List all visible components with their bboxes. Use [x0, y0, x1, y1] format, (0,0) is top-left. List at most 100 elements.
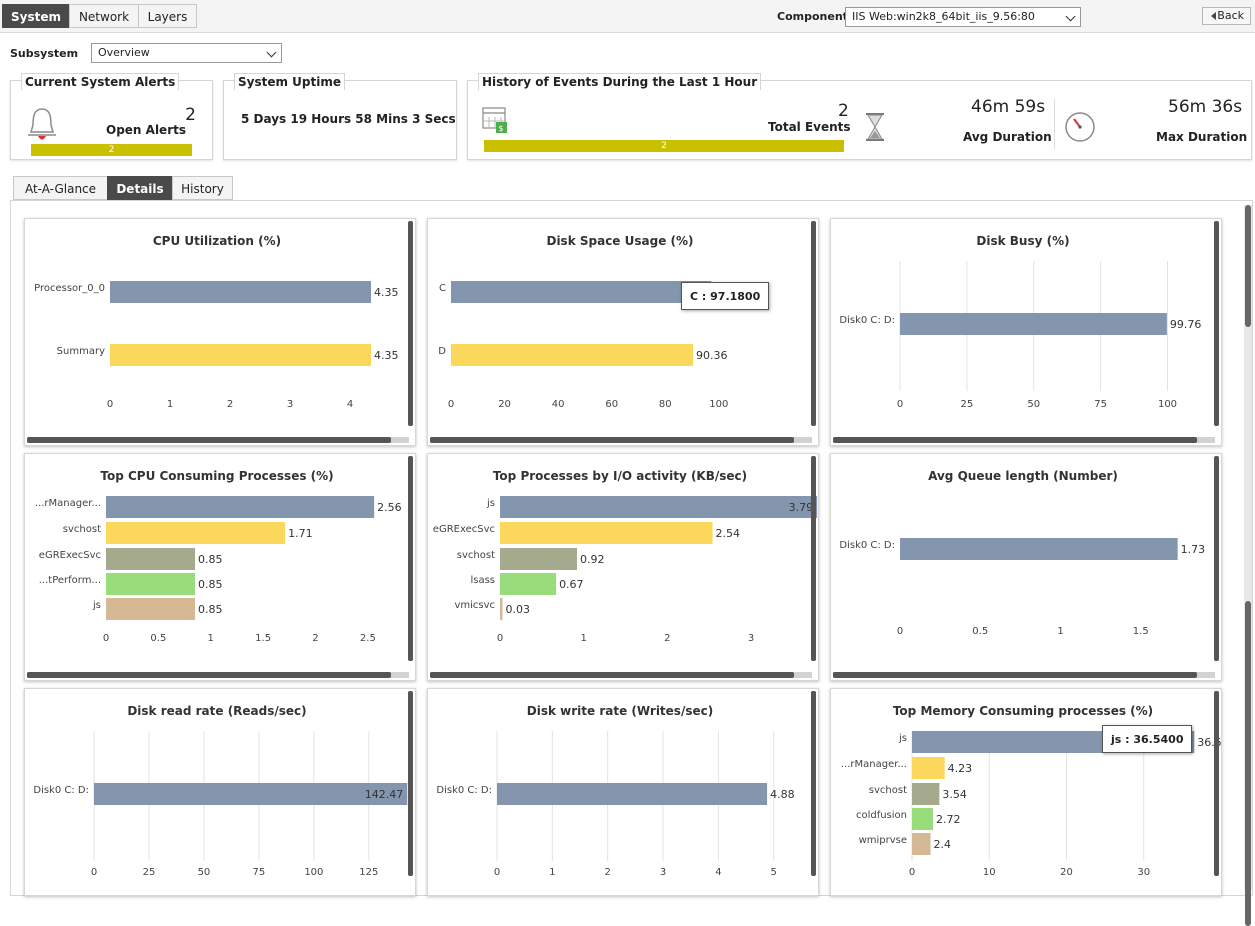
- bar[interactable]: [912, 757, 945, 779]
- scroll-thumb[interactable]: [430, 437, 794, 443]
- bar[interactable]: [106, 522, 286, 544]
- panel-vertical-scrollbar[interactable]: [1214, 221, 1219, 426]
- bar[interactable]: [500, 598, 503, 620]
- tick-label: 40: [552, 399, 565, 410]
- tab-system[interactable]: System: [2, 4, 70, 28]
- panel-horizontal-scrollbar[interactable]: [27, 437, 409, 443]
- panel-horizontal-scrollbar[interactable]: [430, 672, 812, 678]
- tick-label: 50: [198, 867, 211, 878]
- tab-network[interactable]: Network: [69, 4, 139, 28]
- scroll-thumb[interactable]: [27, 437, 391, 443]
- chart-title: Disk read rate (Reads/sec): [127, 704, 306, 718]
- panel-horizontal-scrollbar[interactable]: [430, 437, 812, 443]
- tick-label: 0: [497, 633, 503, 644]
- category-label: js: [898, 733, 907, 744]
- events-progress-bar: 2: [484, 140, 844, 152]
- tab-details[interactable]: Details: [107, 176, 173, 200]
- data-label: 2.56: [377, 501, 402, 514]
- tick-label: 10: [983, 867, 996, 878]
- bar[interactable]: [106, 548, 196, 570]
- panel-vertical-scrollbar[interactable]: [408, 691, 413, 876]
- panel-horizontal-scrollbar[interactable]: [833, 672, 1215, 678]
- bar[interactable]: [500, 548, 577, 570]
- uptime-title: System Uptime: [234, 73, 345, 90]
- scroll-thumb[interactable]: [27, 672, 391, 678]
- chart-svg: Disk Space Usage (%)020406080100C97.18D9…: [438, 234, 745, 410]
- bar[interactable]: [500, 522, 713, 544]
- panel-vertical-scrollbar[interactable]: [811, 221, 816, 426]
- chart-svg: Disk Busy (%) 0 25 50 75 100 Disk0 C: D: 99.76: [839, 234, 1201, 410]
- panel-horizontal-scrollbar[interactable]: [27, 672, 409, 678]
- chart-panel-disk-space: Disk Space Usage (%)020406080100C97.18D9…: [427, 218, 819, 446]
- component-select[interactable]: IIS Web:win2k8_64bit_iis_9.56:80: [845, 7, 1081, 27]
- tick-label: 0: [103, 633, 109, 644]
- open-alerts-label[interactable]: Open Alerts: [106, 123, 186, 137]
- bar[interactable]: [912, 808, 934, 830]
- data-label: 142.47: [365, 788, 404, 801]
- panel-vertical-scrollbar[interactable]: [1214, 456, 1219, 661]
- data-label: 4.23: [948, 762, 973, 775]
- back-button[interactable]: Back: [1202, 7, 1251, 25]
- avg-duration-label: Avg Duration: [963, 130, 1052, 144]
- bar[interactable]: [106, 573, 196, 595]
- tick-label: 25: [961, 399, 974, 410]
- bar[interactable]: [900, 538, 1178, 560]
- total-events-label[interactable]: Total Events: [768, 120, 851, 134]
- tab-history[interactable]: History: [172, 176, 233, 200]
- tick-label: 100: [1158, 399, 1177, 410]
- chart-panel-top-io: Top Processes by I/O activity (KB/sec) 0 1…: [427, 453, 819, 681]
- chart-title: Disk write rate (Writes/sec): [527, 704, 713, 718]
- scroll-thumb[interactable]: [833, 437, 1197, 443]
- panel-vertical-scrollbar[interactable]: [811, 456, 816, 661]
- bar[interactable]: [500, 573, 557, 595]
- bar[interactable]: [497, 783, 768, 805]
- back-label: Back: [1217, 9, 1244, 22]
- scroll-thumb[interactable]: [1245, 601, 1251, 926]
- bar[interactable]: [106, 598, 196, 620]
- alerts-card: Current System Alerts 2 Open Alerts 2: [10, 73, 213, 160]
- top-bar: System Network Layers Component IIS Web:…: [0, 0, 1255, 33]
- tick-label: 100: [709, 399, 728, 410]
- tick-label: 2: [227, 399, 233, 410]
- chart-svg: Disk write rate (Writes/sec) 0 1 2 3 4 5 Disk0 …: [436, 704, 794, 878]
- bar[interactable]: [912, 783, 940, 805]
- bar[interactable]: [94, 783, 408, 805]
- bar[interactable]: [451, 344, 694, 366]
- tick-label: 30: [1137, 867, 1150, 878]
- category-label: svchost: [869, 785, 907, 796]
- bar[interactable]: [912, 833, 931, 855]
- tick-label: 4: [347, 399, 353, 410]
- category-label: D: [438, 346, 446, 357]
- panel-horizontal-scrollbar[interactable]: [833, 437, 1215, 443]
- data-label: 3.54: [942, 788, 967, 801]
- chart-panel-top-cpu: Top CPU Consuming Processes (%) 0 0.5 1 1.5 2…: [24, 453, 416, 681]
- data-label: 3.79: [789, 501, 814, 514]
- tick-label: 125: [359, 867, 378, 878]
- bar[interactable]: [110, 281, 371, 303]
- tick-label: 50: [1027, 399, 1040, 410]
- category-label: eGRExecSvc: [433, 524, 495, 535]
- tick-label: 2: [605, 867, 611, 878]
- category-label: Disk0 C: D:: [436, 785, 492, 796]
- panel-vertical-scrollbar[interactable]: [1214, 691, 1219, 876]
- bar[interactable]: [451, 281, 712, 303]
- tick-label: 1: [167, 399, 173, 410]
- chart-panel-disk-write: Disk write rate (Writes/sec) 0 1 2 3 4 5 Disk0 …: [427, 688, 819, 896]
- bar[interactable]: [900, 313, 1167, 335]
- bar[interactable]: [500, 496, 818, 518]
- panel-vertical-scrollbar[interactable]: [408, 221, 413, 426]
- scroll-thumb[interactable]: [833, 672, 1197, 678]
- scroll-thumb[interactable]: [430, 672, 794, 678]
- tab-at-a-glance[interactable]: At-A-Glance: [13, 176, 108, 200]
- subsystem-select[interactable]: Overview: [91, 43, 282, 63]
- main-scrollbar[interactable]: [1244, 205, 1252, 926]
- bar[interactable]: [110, 344, 371, 366]
- chart-svg: CPU Utilization (%) 0 1 2 3 4 Processor_0_0 4.3…: [34, 234, 398, 410]
- tab-layers[interactable]: Layers: [138, 4, 197, 28]
- scroll-thumb[interactable]: [1245, 205, 1251, 327]
- panel-vertical-scrollbar[interactable]: [408, 456, 413, 661]
- panel-vertical-scrollbar[interactable]: [811, 691, 816, 876]
- tick-label: 60: [605, 399, 618, 410]
- bar[interactable]: [106, 496, 375, 518]
- uptime-value: 5 Days 19 Hours 58 Mins 3 Secs: [241, 112, 456, 126]
